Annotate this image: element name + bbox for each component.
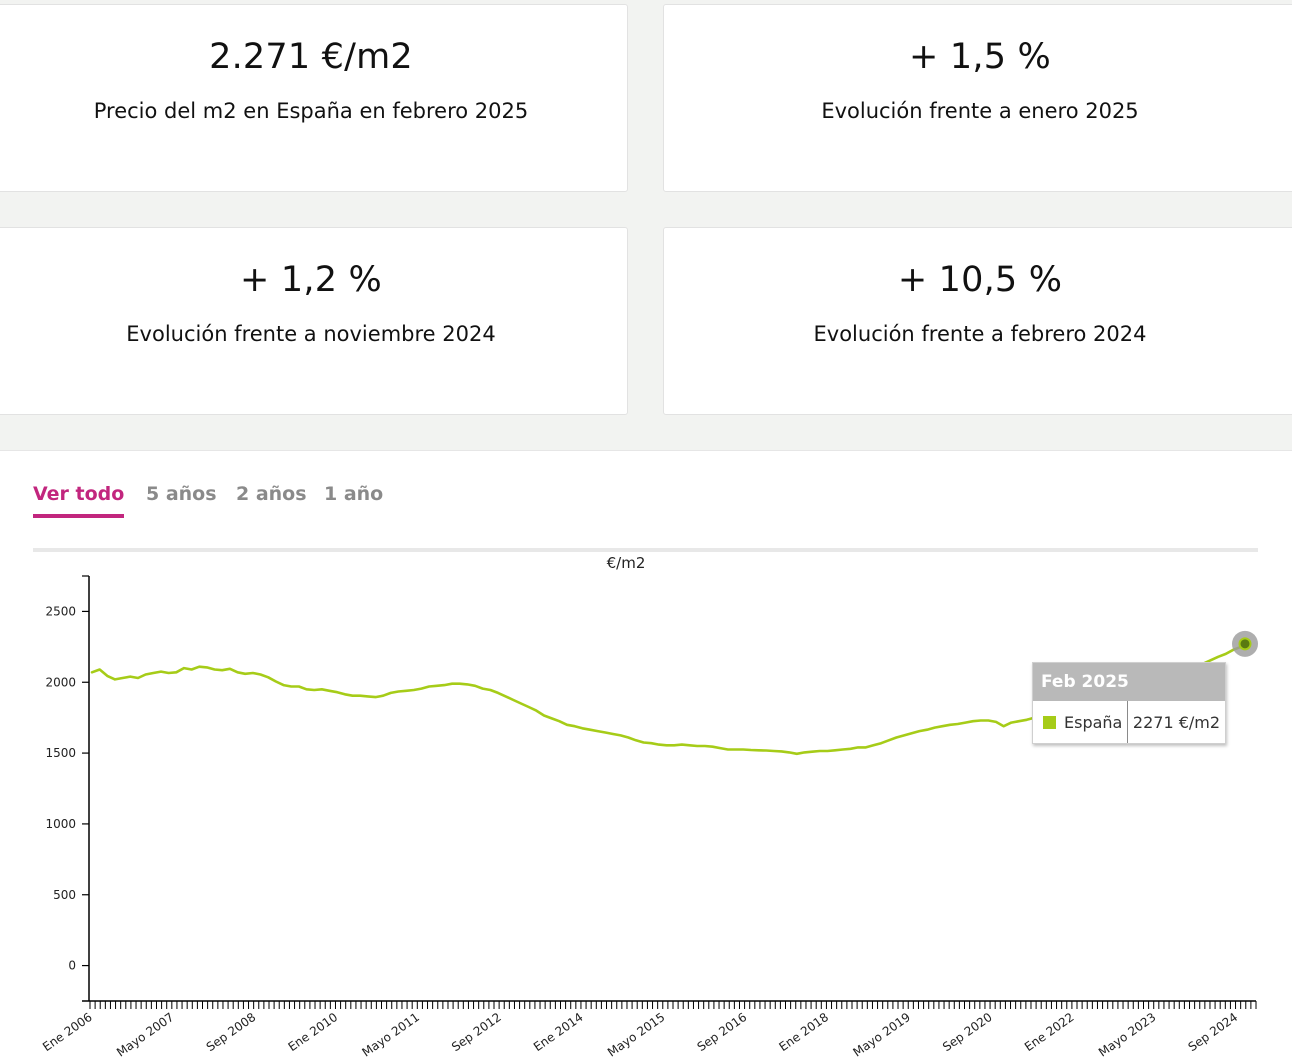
tab-5-anos[interactable]: 5 años	[146, 483, 217, 505]
x-tick-label: Sep 2016	[695, 1010, 750, 1054]
tab-1-ano[interactable]: 1 año	[324, 483, 384, 505]
range-tabs: Ver todo 5 años 2 años 1 año	[33, 483, 1258, 552]
kpi-card-quarter: + 1,2 % Evolución frente a noviembre 202…	[0, 227, 628, 415]
y-tick-label: 2500	[45, 604, 76, 618]
tooltip-title: Feb 2025	[1033, 663, 1225, 701]
x-tick-label: Sep 2012	[449, 1010, 504, 1054]
kpi-label: Evolución frente a febrero 2024	[813, 322, 1147, 346]
x-tick-label: Ene 2014	[531, 1010, 586, 1054]
kpi-label: Evolución frente a noviembre 2024	[126, 322, 496, 346]
y-tick-label: 0	[68, 959, 76, 973]
tooltip-row: España 2271 €/m2	[1033, 701, 1225, 743]
tabs-underline	[33, 548, 1258, 552]
kpi-label: Evolución frente a enero 2025	[821, 99, 1139, 123]
kpi-card-month: + 1,5 % Evolución frente a enero 2025	[663, 4, 1292, 192]
kpi-card-year: + 10,5 % Evolución frente a febrero 2024	[663, 227, 1292, 415]
kpi-value: + 1,5 %	[909, 37, 1051, 77]
x-tick-label: Mayo 2015	[605, 1010, 668, 1060]
y-tick-label: 1500	[45, 746, 76, 760]
legend-swatch	[1043, 715, 1056, 729]
x-tick-label: Mayo 2011	[360, 1010, 423, 1060]
y-tick-label: 1000	[45, 817, 76, 831]
tab-2-anos[interactable]: 2 años	[236, 483, 307, 505]
tooltip-series-name: España	[1064, 712, 1123, 732]
kpi-value: 2.271 €/m2	[209, 37, 413, 77]
x-tick-label: Mayo 2007	[114, 1010, 177, 1060]
x-tick-label: Sep 2020	[940, 1010, 995, 1054]
y-tick-label: 2000	[45, 675, 76, 689]
x-tick-label: Sep 2008	[204, 1010, 259, 1054]
x-tick-label: Ene 2022	[1022, 1010, 1077, 1054]
x-tick-label: Ene 2010	[286, 1010, 341, 1054]
chart-title: €/m2	[607, 554, 646, 572]
kpi-value: + 1,2 %	[240, 260, 382, 300]
x-tick-label: Ene 2018	[776, 1010, 831, 1054]
chart-tooltip: Feb 2025 España 2271 €/m2	[1032, 662, 1226, 744]
data-point-marker	[1238, 637, 1252, 651]
x-tick-label: Mayo 2019	[850, 1010, 913, 1060]
y-tick-label: 500	[53, 888, 76, 902]
chart-panel: Ver todo 5 años 2 años 1 año	[0, 450, 1292, 1063]
kpi-card-price: 2.271 €/m2 Precio del m2 en España en fe…	[0, 4, 628, 192]
x-tick-label: Ene 2006	[40, 1010, 95, 1054]
tab-ver-todo[interactable]: Ver todo	[33, 483, 125, 518]
tooltip-series: España	[1033, 701, 1128, 743]
kpi-value: + 10,5 %	[897, 260, 1063, 300]
x-tick-label: Sep 2024	[1186, 1010, 1241, 1054]
kpi-label: Precio del m2 en España en febrero 2025	[93, 99, 529, 123]
tooltip-value: 2271 €/m2	[1132, 712, 1221, 732]
x-tick-label: Mayo 2023	[1096, 1010, 1159, 1060]
